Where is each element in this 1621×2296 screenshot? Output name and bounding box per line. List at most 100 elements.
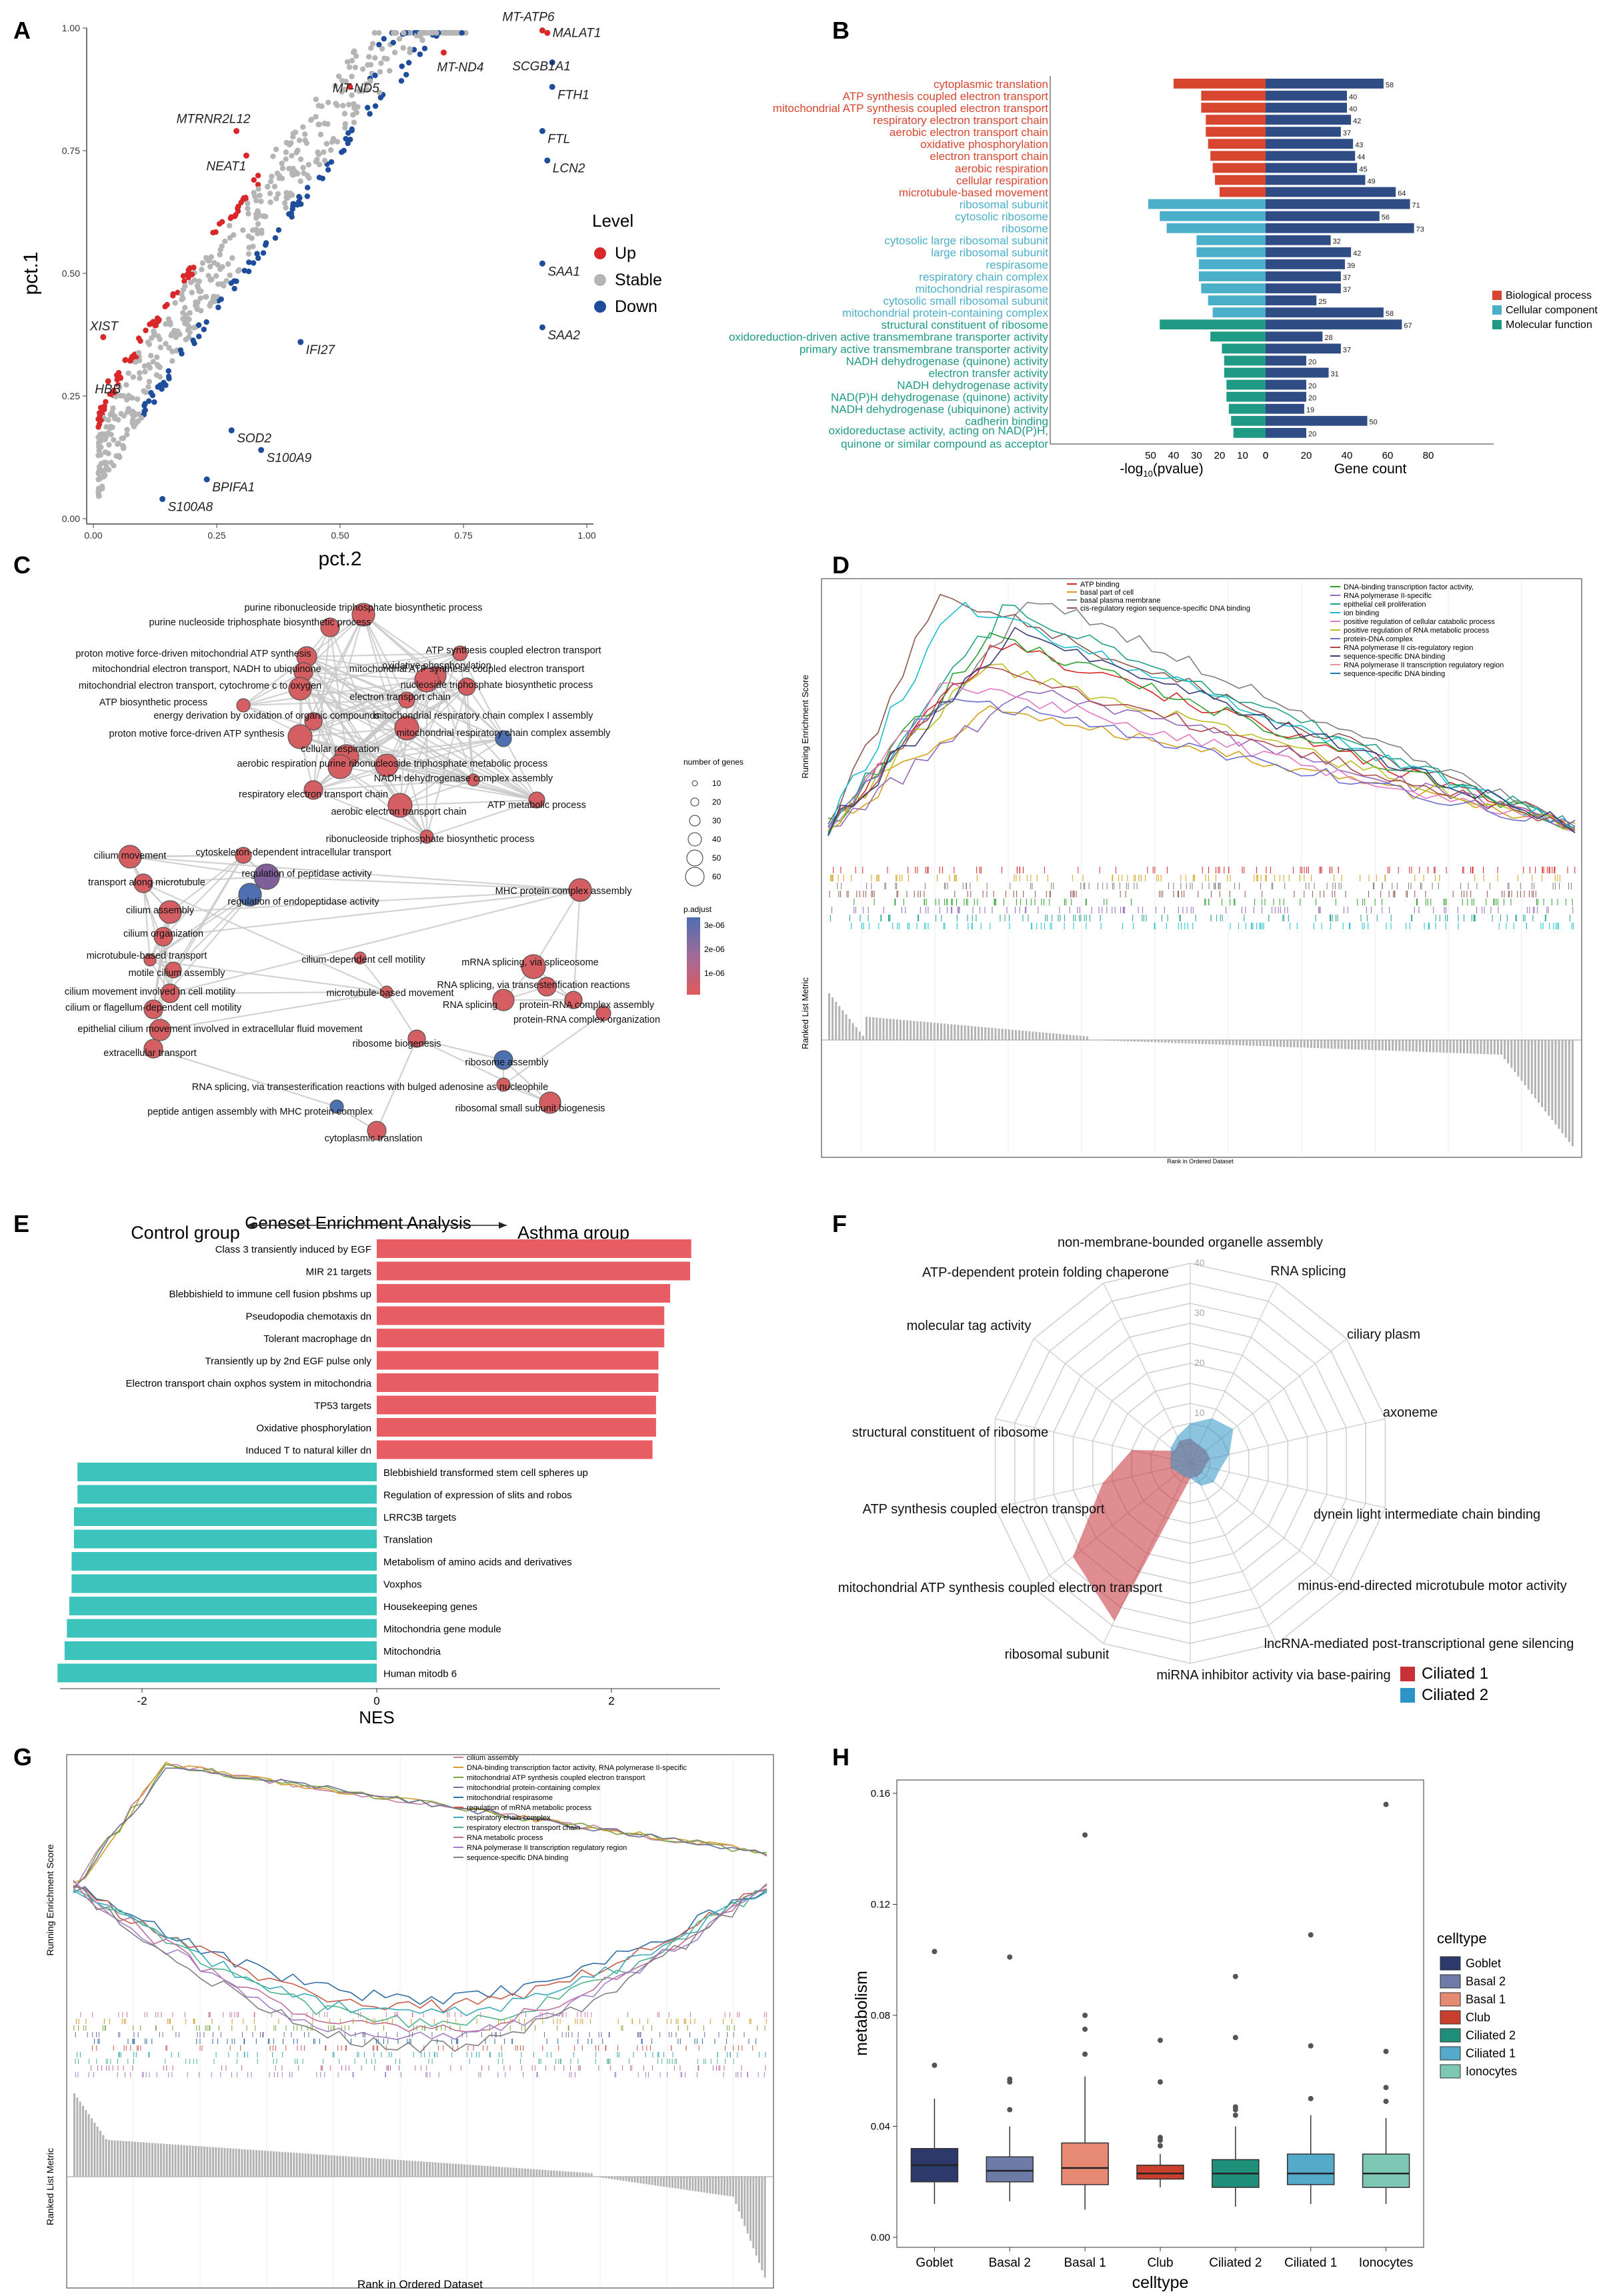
scatter-point — [165, 368, 171, 374]
gene-label: FTL — [547, 133, 570, 147]
metric-bar — [1069, 1035, 1072, 1040]
metric-bar — [970, 1026, 973, 1040]
network-node — [452, 645, 468, 661]
metric-bar — [1544, 1040, 1547, 1112]
panel-letter-f: F — [832, 1210, 847, 1237]
metric-bar — [1402, 1040, 1404, 1051]
box-outlier — [1007, 1954, 1013, 1960]
scatter-point — [316, 161, 323, 167]
scatter-point — [171, 327, 177, 334]
metric-bar — [255, 2150, 257, 2177]
network-edge — [465, 686, 475, 781]
scatter-point — [334, 102, 341, 109]
metric-bar — [509, 2167, 512, 2177]
metric-bar — [625, 2177, 627, 2181]
metric-bar — [321, 2155, 324, 2177]
network-node — [493, 1050, 513, 1070]
metric-bar — [697, 2177, 699, 2192]
control-bar — [67, 1619, 377, 1638]
scatter-point — [179, 291, 185, 297]
size-legend-title: number of genes — [683, 757, 743, 767]
metric-bar — [249, 2149, 252, 2177]
metric-bar — [1541, 1040, 1544, 1107]
asthma-bar — [377, 1351, 659, 1370]
metric-bar — [1422, 1040, 1424, 1052]
network-edge — [359, 957, 387, 993]
metric-bar — [1496, 1040, 1499, 1055]
scatter-point — [180, 310, 186, 316]
metric-bar — [633, 2177, 636, 2183]
legend-label: Ciliated 2 — [1466, 2029, 1516, 2042]
scatter-point — [377, 69, 383, 75]
term-label: mitochondrial ATP synthesis coupled elec… — [773, 102, 1049, 115]
metric-bar — [1371, 1040, 1374, 1051]
box-outlier — [1158, 2079, 1163, 2085]
scatter-point — [135, 418, 141, 424]
metric-bar — [637, 2177, 639, 2183]
metric-bar — [1300, 1040, 1302, 1048]
legend-label: Molecular function — [1506, 319, 1592, 331]
legend-label: positive regulation of cellular cataboli… — [1344, 618, 1495, 626]
metric-bar — [180, 2145, 183, 2177]
gene-count-bar — [1266, 283, 1341, 293]
network-node-label: aerobic electron transport chain — [331, 807, 466, 817]
network-node — [149, 1019, 171, 1041]
network-node — [287, 724, 313, 749]
running-score-line — [828, 698, 1576, 827]
network-edge — [149, 894, 251, 961]
y-axis-label: Running Enrichment Score — [800, 675, 810, 778]
metric-bar — [559, 2171, 561, 2177]
metric-bar — [1554, 1040, 1557, 1125]
metric-bar — [1317, 1040, 1320, 1049]
metric-bar — [399, 2160, 402, 2177]
scatter-point — [245, 233, 251, 239]
radar-spoke — [1190, 1463, 1278, 1644]
legend-dot — [594, 301, 606, 313]
metric-bar — [212, 2147, 214, 2177]
gene-count-label: 49 — [1367, 177, 1375, 185]
scatter-point — [211, 298, 217, 305]
scatter-point — [364, 105, 371, 111]
metric-bar — [455, 2163, 457, 2177]
scatter-point — [170, 293, 176, 299]
scatter-point — [135, 335, 142, 341]
gene-count-bar — [1266, 187, 1396, 197]
metric-bar — [694, 2177, 697, 2191]
metric-bar — [163, 2143, 165, 2177]
gene-count-label: 58 — [1386, 310, 1394, 318]
legend-swatch — [1492, 305, 1502, 315]
scatter-point — [110, 405, 116, 411]
asthma-bar — [377, 1440, 653, 1459]
metric-bar — [703, 2177, 705, 2193]
radar-tick-label: 10 — [1194, 1407, 1205, 1418]
scatter-point — [433, 30, 439, 36]
network-node-label: cilium movement — [94, 851, 167, 861]
metric-bar — [472, 2165, 474, 2177]
network-node-label: protein-RNA complex organization — [513, 1015, 660, 1025]
scatter-point — [368, 45, 374, 51]
right-tick-label: 80 — [1423, 450, 1434, 461]
network-node-label: NADH dehydrogenase complex assembly — [374, 773, 553, 784]
scatter-point — [213, 273, 219, 279]
scatter-point — [95, 424, 101, 430]
metric-bar — [353, 2157, 356, 2177]
metric-bar — [1314, 1040, 1316, 1048]
gene-count-label: 37 — [1343, 346, 1351, 354]
metric-bar — [1452, 1040, 1455, 1053]
radar-axis-label: dynein light intermediate chain binding — [1314, 1507, 1540, 1522]
radar-tick-label: 40 — [1194, 1257, 1205, 1268]
network-edge — [129, 855, 267, 878]
scatter-point — [98, 461, 105, 467]
scatter-point — [163, 341, 169, 347]
metric-bar — [1384, 1040, 1387, 1051]
metric-bar — [869, 1017, 872, 1040]
metric-bar — [550, 2170, 552, 2177]
scatter-point — [270, 153, 276, 159]
running-score-line — [73, 1881, 767, 2041]
metric-bar — [981, 1027, 984, 1040]
scatter-point — [199, 260, 206, 266]
network-edge — [313, 764, 387, 791]
scatter-point — [321, 149, 327, 155]
left-axis-label-subscript: 10 — [1143, 469, 1152, 479]
box-outlier — [1383, 2049, 1389, 2055]
